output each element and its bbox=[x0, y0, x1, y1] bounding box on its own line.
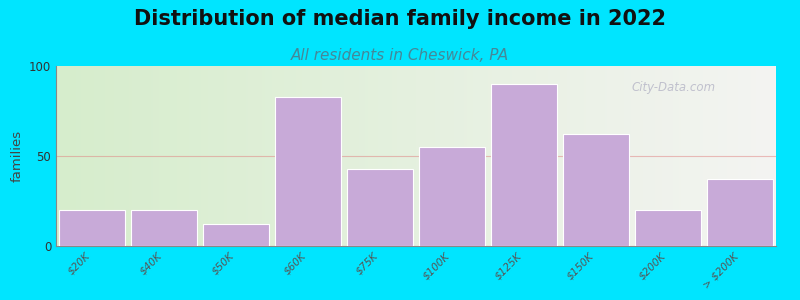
Bar bbox=[347, 169, 413, 246]
Bar bbox=[131, 210, 197, 246]
Bar bbox=[419, 147, 485, 246]
Bar bbox=[203, 224, 269, 246]
Bar bbox=[275, 97, 341, 246]
Text: Distribution of median family income in 2022: Distribution of median family income in … bbox=[134, 9, 666, 29]
Text: City-Data.com: City-Data.com bbox=[632, 81, 716, 94]
Bar bbox=[491, 84, 557, 246]
Bar bbox=[707, 179, 773, 246]
Bar bbox=[59, 210, 125, 246]
Bar bbox=[563, 134, 629, 246]
Text: All residents in Cheswick, PA: All residents in Cheswick, PA bbox=[291, 48, 509, 63]
Y-axis label: families: families bbox=[10, 130, 23, 182]
Bar bbox=[635, 210, 701, 246]
